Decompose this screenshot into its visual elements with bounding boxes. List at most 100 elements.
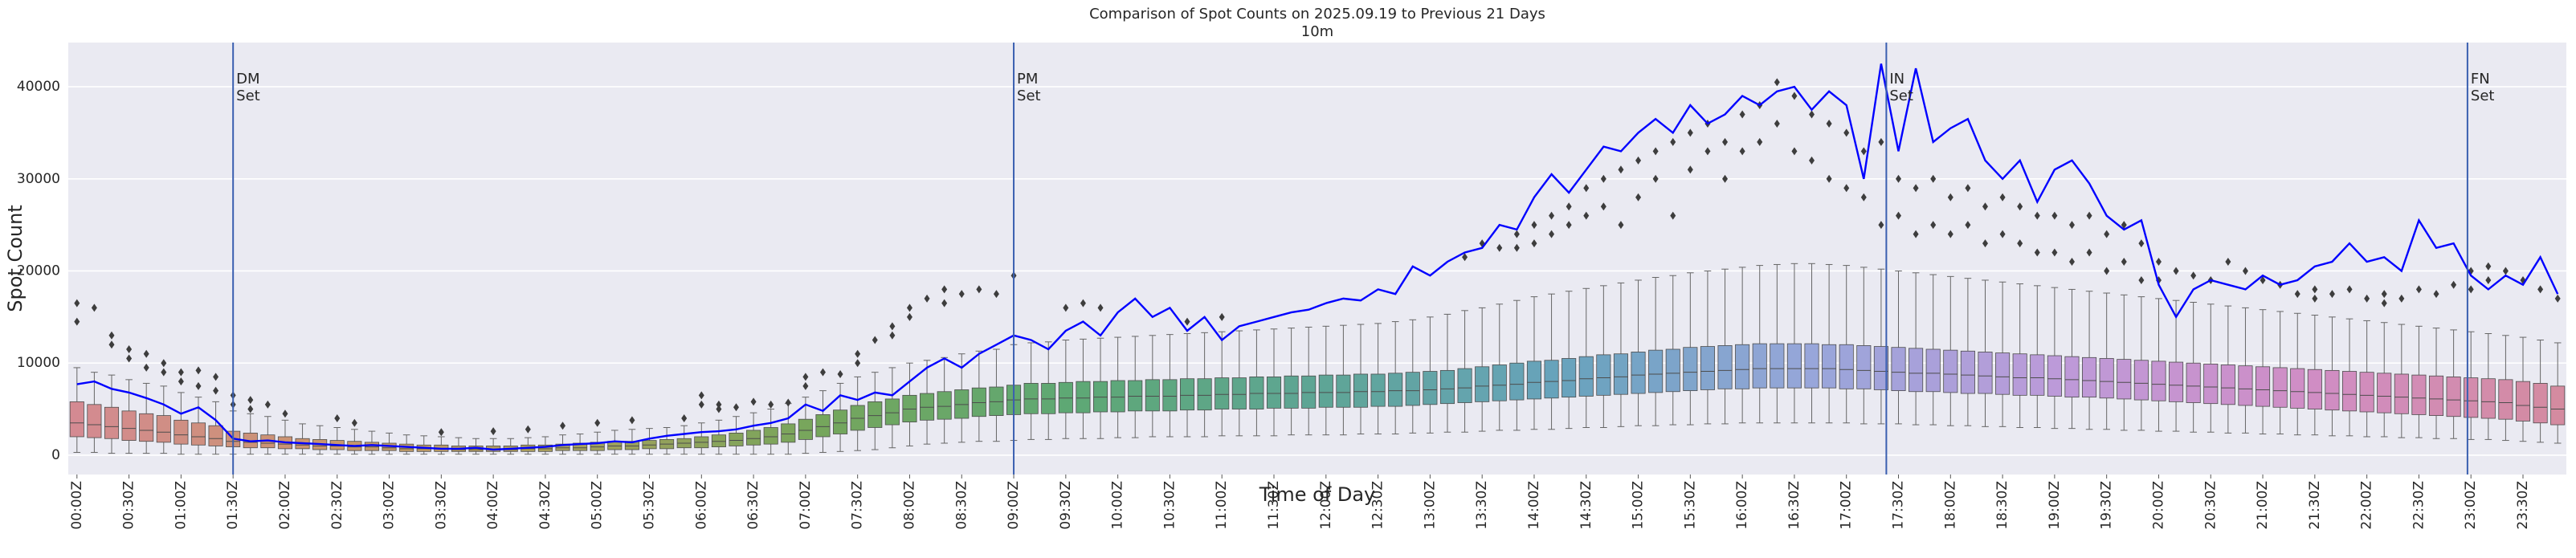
flier xyxy=(1635,193,1642,202)
box xyxy=(884,322,900,449)
flier xyxy=(1583,211,1590,220)
box xyxy=(1683,128,1698,426)
flier xyxy=(1583,184,1590,193)
box xyxy=(1249,329,1264,437)
box-body xyxy=(1076,381,1091,413)
box-body xyxy=(1786,343,1802,389)
box-body xyxy=(2428,375,2444,416)
flier xyxy=(1930,174,1937,183)
y-tick-label: 10000 xyxy=(17,355,60,371)
x-tick-label: 07:00Z xyxy=(798,481,814,530)
box xyxy=(1128,336,1143,438)
box xyxy=(1839,128,1854,424)
box-body xyxy=(1231,377,1247,409)
box-body xyxy=(1578,356,1594,397)
x-tick-label: 22:30Z xyxy=(2411,481,2427,530)
box-body xyxy=(711,434,726,447)
flier xyxy=(2104,267,2110,275)
box-body xyxy=(1058,381,1073,413)
flier xyxy=(1982,202,1988,211)
box xyxy=(2133,239,2149,431)
flier xyxy=(837,369,843,378)
box xyxy=(868,336,883,450)
box xyxy=(1423,316,1438,434)
box xyxy=(1943,193,1958,426)
box-body xyxy=(364,442,379,451)
flier xyxy=(1513,243,1520,252)
x-tick-label: 22:00Z xyxy=(2359,481,2375,530)
box xyxy=(121,344,137,454)
x-tick-label: 06:00Z xyxy=(693,481,709,530)
box-body xyxy=(902,394,917,423)
box xyxy=(1231,330,1247,437)
box-body xyxy=(1145,379,1160,412)
flier xyxy=(889,331,896,340)
box-body xyxy=(763,427,778,445)
current-line xyxy=(76,63,2559,451)
box xyxy=(1873,137,1888,425)
box-body xyxy=(850,405,865,431)
box xyxy=(1058,303,1073,439)
flier xyxy=(1791,92,1798,100)
box-body xyxy=(1873,346,1888,390)
box xyxy=(1197,332,1212,438)
box xyxy=(1648,147,1664,426)
box xyxy=(815,368,831,453)
flier xyxy=(2381,299,2387,308)
box-body xyxy=(1215,377,1230,409)
x-tick-label: 03:00Z xyxy=(382,481,398,530)
box-body xyxy=(2151,360,2166,401)
flier xyxy=(1947,193,1953,202)
box xyxy=(174,368,189,455)
flier xyxy=(1826,174,1832,183)
flier xyxy=(716,405,722,413)
box-body xyxy=(920,393,935,421)
flier xyxy=(2312,294,2318,303)
box xyxy=(1405,319,1420,434)
box xyxy=(624,416,639,455)
box xyxy=(1856,147,1872,425)
flier xyxy=(2086,248,2092,257)
box xyxy=(1179,317,1195,438)
box xyxy=(2307,285,2322,436)
flier xyxy=(213,373,219,381)
flier xyxy=(560,422,566,430)
box xyxy=(1162,334,1178,438)
box xyxy=(1562,202,1577,430)
event-label: Set xyxy=(1017,88,1041,104)
box xyxy=(87,303,102,453)
box-body xyxy=(2394,373,2409,414)
box-body xyxy=(1439,369,1455,405)
box xyxy=(1925,174,1941,426)
box-body xyxy=(2133,360,2149,401)
box xyxy=(1388,321,1403,435)
flier xyxy=(1860,147,1867,156)
box xyxy=(2498,267,2513,442)
box xyxy=(2117,221,2132,431)
box xyxy=(2341,285,2358,437)
flier xyxy=(1843,184,1850,193)
flier xyxy=(74,317,80,326)
box-body xyxy=(1249,377,1264,409)
x-tick-label: 08:00Z xyxy=(901,481,917,530)
box xyxy=(2428,290,2444,439)
box-body xyxy=(642,440,657,450)
flier xyxy=(1965,221,1971,230)
box xyxy=(1631,156,1646,426)
box-body xyxy=(1700,346,1715,390)
x-tick-label: 00:30Z xyxy=(121,481,137,530)
box xyxy=(2359,294,2374,438)
box xyxy=(2394,294,2409,438)
flier xyxy=(1496,243,1503,252)
box xyxy=(833,369,848,452)
box-body xyxy=(1683,347,1698,392)
y-tick-label: 40000 xyxy=(17,79,60,95)
flier xyxy=(1913,230,1919,238)
x-tick-label: 02:00Z xyxy=(277,481,293,530)
box-body xyxy=(2099,358,2114,399)
box-body xyxy=(781,423,796,443)
x-tick-label: 23:30Z xyxy=(2515,481,2531,530)
box xyxy=(1318,325,1333,436)
box xyxy=(746,397,761,455)
flier xyxy=(2104,230,2110,238)
